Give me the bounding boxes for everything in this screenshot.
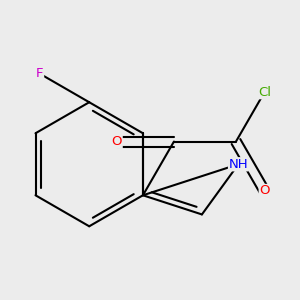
Text: O: O bbox=[259, 184, 270, 197]
Text: Cl: Cl bbox=[258, 85, 271, 99]
Text: O: O bbox=[112, 135, 122, 148]
Text: NH: NH bbox=[229, 158, 248, 171]
Text: F: F bbox=[36, 67, 44, 80]
